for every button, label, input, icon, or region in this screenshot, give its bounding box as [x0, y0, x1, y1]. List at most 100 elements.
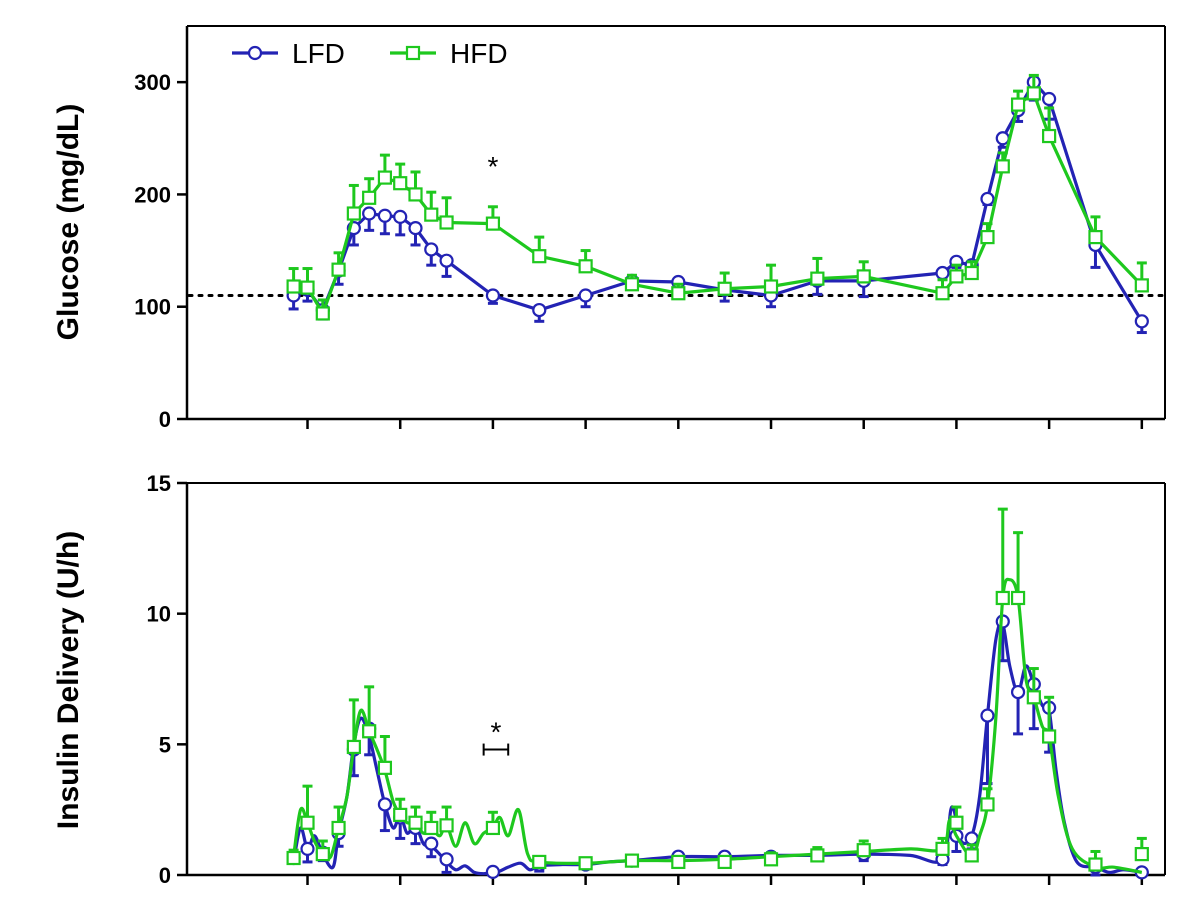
- data-point: [980, 797, 995, 812]
- data-point: [485, 820, 501, 836]
- y-tick-label: 0: [159, 407, 171, 432]
- data-point: [763, 852, 779, 867]
- data-point: [1134, 846, 1149, 862]
- data-point: [1010, 97, 1026, 112]
- data-point: [995, 159, 1010, 174]
- data-point: [424, 242, 439, 257]
- data-point: [408, 815, 423, 830]
- data-point: [532, 854, 547, 870]
- data-point: [935, 841, 950, 856]
- data-point: [362, 724, 377, 739]
- data-point: [578, 288, 593, 303]
- data-point: [532, 249, 547, 264]
- series-hfd: [286, 73, 1149, 321]
- legend-marker-lfd: [247, 45, 263, 61]
- data-point: [377, 797, 393, 812]
- data-point: [439, 852, 454, 867]
- data-point: [995, 131, 1010, 146]
- data-point: [377, 208, 393, 223]
- data-point: [485, 288, 501, 303]
- insulin-panel: 0 5 10 15 Insulin Delivery (U/h) *: [52, 471, 1166, 888]
- series-hfd: [286, 507, 1149, 874]
- data-point: [671, 854, 686, 870]
- data-point: [362, 206, 377, 221]
- data-point: [624, 277, 640, 292]
- data-point: [331, 262, 346, 277]
- data-point: [1134, 314, 1149, 329]
- data-point: [315, 846, 330, 862]
- data-point: [362, 190, 377, 205]
- data-point: [1042, 128, 1057, 144]
- data-point: [624, 853, 640, 868]
- legend: LFD HFD: [232, 38, 508, 69]
- data-point: [439, 818, 454, 833]
- data-point: [1088, 229, 1103, 245]
- legend-label-hfd: HFD: [450, 38, 508, 69]
- data-point: [1010, 684, 1026, 700]
- data-point: [286, 279, 301, 294]
- series-line-lfd: [292, 620, 1143, 876]
- y-axis-title: Glucose (mg/dL): [52, 104, 85, 341]
- legend-marker-hfd: [405, 45, 421, 61]
- series-line-hfd: [292, 577, 1143, 874]
- legend-label-lfd: LFD: [292, 38, 345, 69]
- data-point: [424, 820, 439, 836]
- data-point: [935, 265, 950, 281]
- significance-star: *: [490, 717, 501, 748]
- y-tick-label: 15: [147, 471, 171, 496]
- y-tick-label: 100: [134, 295, 171, 320]
- data-point: [315, 306, 330, 321]
- data-point: [532, 302, 547, 318]
- data-point: [810, 848, 825, 863]
- y-axis-title: Insulin Delivery (U/h): [52, 531, 85, 829]
- data-point: [935, 286, 950, 301]
- data-point: [1010, 590, 1026, 606]
- data-point: [856, 843, 871, 858]
- data-point: [439, 253, 454, 268]
- data-point: [300, 280, 315, 295]
- y-tick-label: 200: [134, 182, 171, 207]
- data-point: [331, 820, 346, 836]
- data-point: [671, 286, 686, 301]
- data-point: [995, 590, 1010, 606]
- data-point: [485, 216, 501, 231]
- series-lfd: [286, 614, 1149, 880]
- y-tick-label: 10: [147, 602, 171, 627]
- data-point: [424, 207, 439, 222]
- significance-star: *: [487, 151, 498, 182]
- data-point: [439, 215, 454, 230]
- data-point: [377, 170, 393, 185]
- data-point: [393, 807, 408, 822]
- data-point: [578, 259, 593, 274]
- data-point: [300, 841, 315, 856]
- data-point: [408, 221, 423, 236]
- y-tick-label: 300: [134, 70, 171, 95]
- data-point: [408, 187, 423, 202]
- data-point: [717, 281, 732, 296]
- data-point: [393, 176, 408, 191]
- data-point: [964, 848, 979, 863]
- data-point: [1026, 690, 1041, 705]
- data-point: [856, 269, 871, 284]
- data-point: [717, 854, 732, 870]
- data-point: [286, 850, 301, 866]
- data-point: [980, 191, 995, 207]
- data-point: [810, 271, 825, 286]
- data-point: [424, 836, 439, 851]
- data-point: [949, 815, 964, 830]
- data-point: [980, 229, 995, 245]
- data-point: [964, 831, 979, 846]
- data-point: [980, 708, 995, 723]
- data-point: [763, 279, 779, 294]
- data-point: [1026, 86, 1041, 101]
- data-point: [1042, 729, 1057, 744]
- y-tick-label: 5: [159, 732, 171, 757]
- data-point: [1088, 857, 1103, 872]
- data-point: [346, 739, 361, 755]
- data-point: [1042, 91, 1057, 107]
- data-point: [949, 269, 964, 284]
- data-point: [377, 760, 393, 775]
- data-point: [964, 265, 979, 281]
- data-point: [485, 864, 501, 879]
